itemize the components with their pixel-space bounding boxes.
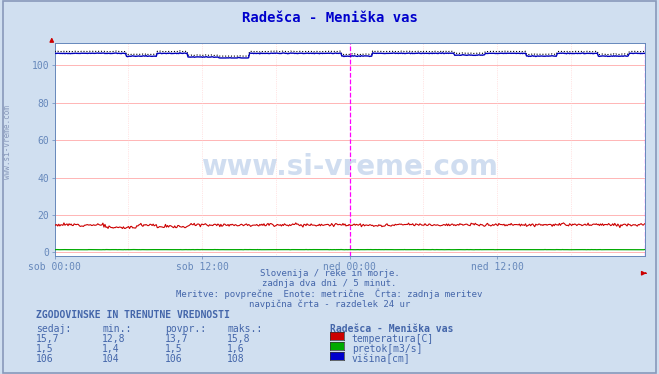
Text: 106: 106 <box>165 354 183 364</box>
Text: 104: 104 <box>102 354 120 364</box>
Text: maks.:: maks.: <box>227 324 262 334</box>
Text: 1,5: 1,5 <box>165 344 183 354</box>
Text: min.:: min.: <box>102 324 132 334</box>
Text: Meritve: povprečne  Enote: metrične  Črta: zadnja meritev: Meritve: povprečne Enote: metrične Črta:… <box>177 289 482 299</box>
Text: pretok[m3/s]: pretok[m3/s] <box>352 344 422 354</box>
Text: 1,6: 1,6 <box>227 344 245 354</box>
Text: povpr.:: povpr.: <box>165 324 206 334</box>
Text: sedaj:: sedaj: <box>36 324 71 334</box>
Text: 15,8: 15,8 <box>227 334 251 344</box>
Text: 1,4: 1,4 <box>102 344 120 354</box>
Text: 1,5: 1,5 <box>36 344 54 354</box>
Text: Radešca - Meniška vas: Radešca - Meniška vas <box>330 324 453 334</box>
Text: 15,7: 15,7 <box>36 334 60 344</box>
Text: 108: 108 <box>227 354 245 364</box>
Text: navpična črta - razdelek 24 ur: navpična črta - razdelek 24 ur <box>249 299 410 309</box>
Text: www.si-vreme.com: www.si-vreme.com <box>201 153 498 181</box>
Text: www.si-vreme.com: www.si-vreme.com <box>3 105 13 179</box>
Text: zadnja dva dni / 5 minut.: zadnja dva dni / 5 minut. <box>262 279 397 288</box>
Text: 106: 106 <box>36 354 54 364</box>
Text: Slovenija / reke in morje.: Slovenija / reke in morje. <box>260 269 399 278</box>
Text: 13,7: 13,7 <box>165 334 188 344</box>
Text: 12,8: 12,8 <box>102 334 126 344</box>
Text: ZGODOVINSKE IN TRENUTNE VREDNOSTI: ZGODOVINSKE IN TRENUTNE VREDNOSTI <box>36 310 230 320</box>
Text: višina[cm]: višina[cm] <box>352 354 411 364</box>
Text: Radešca - Meniška vas: Radešca - Meniška vas <box>242 10 417 25</box>
Text: temperatura[C]: temperatura[C] <box>352 334 434 344</box>
